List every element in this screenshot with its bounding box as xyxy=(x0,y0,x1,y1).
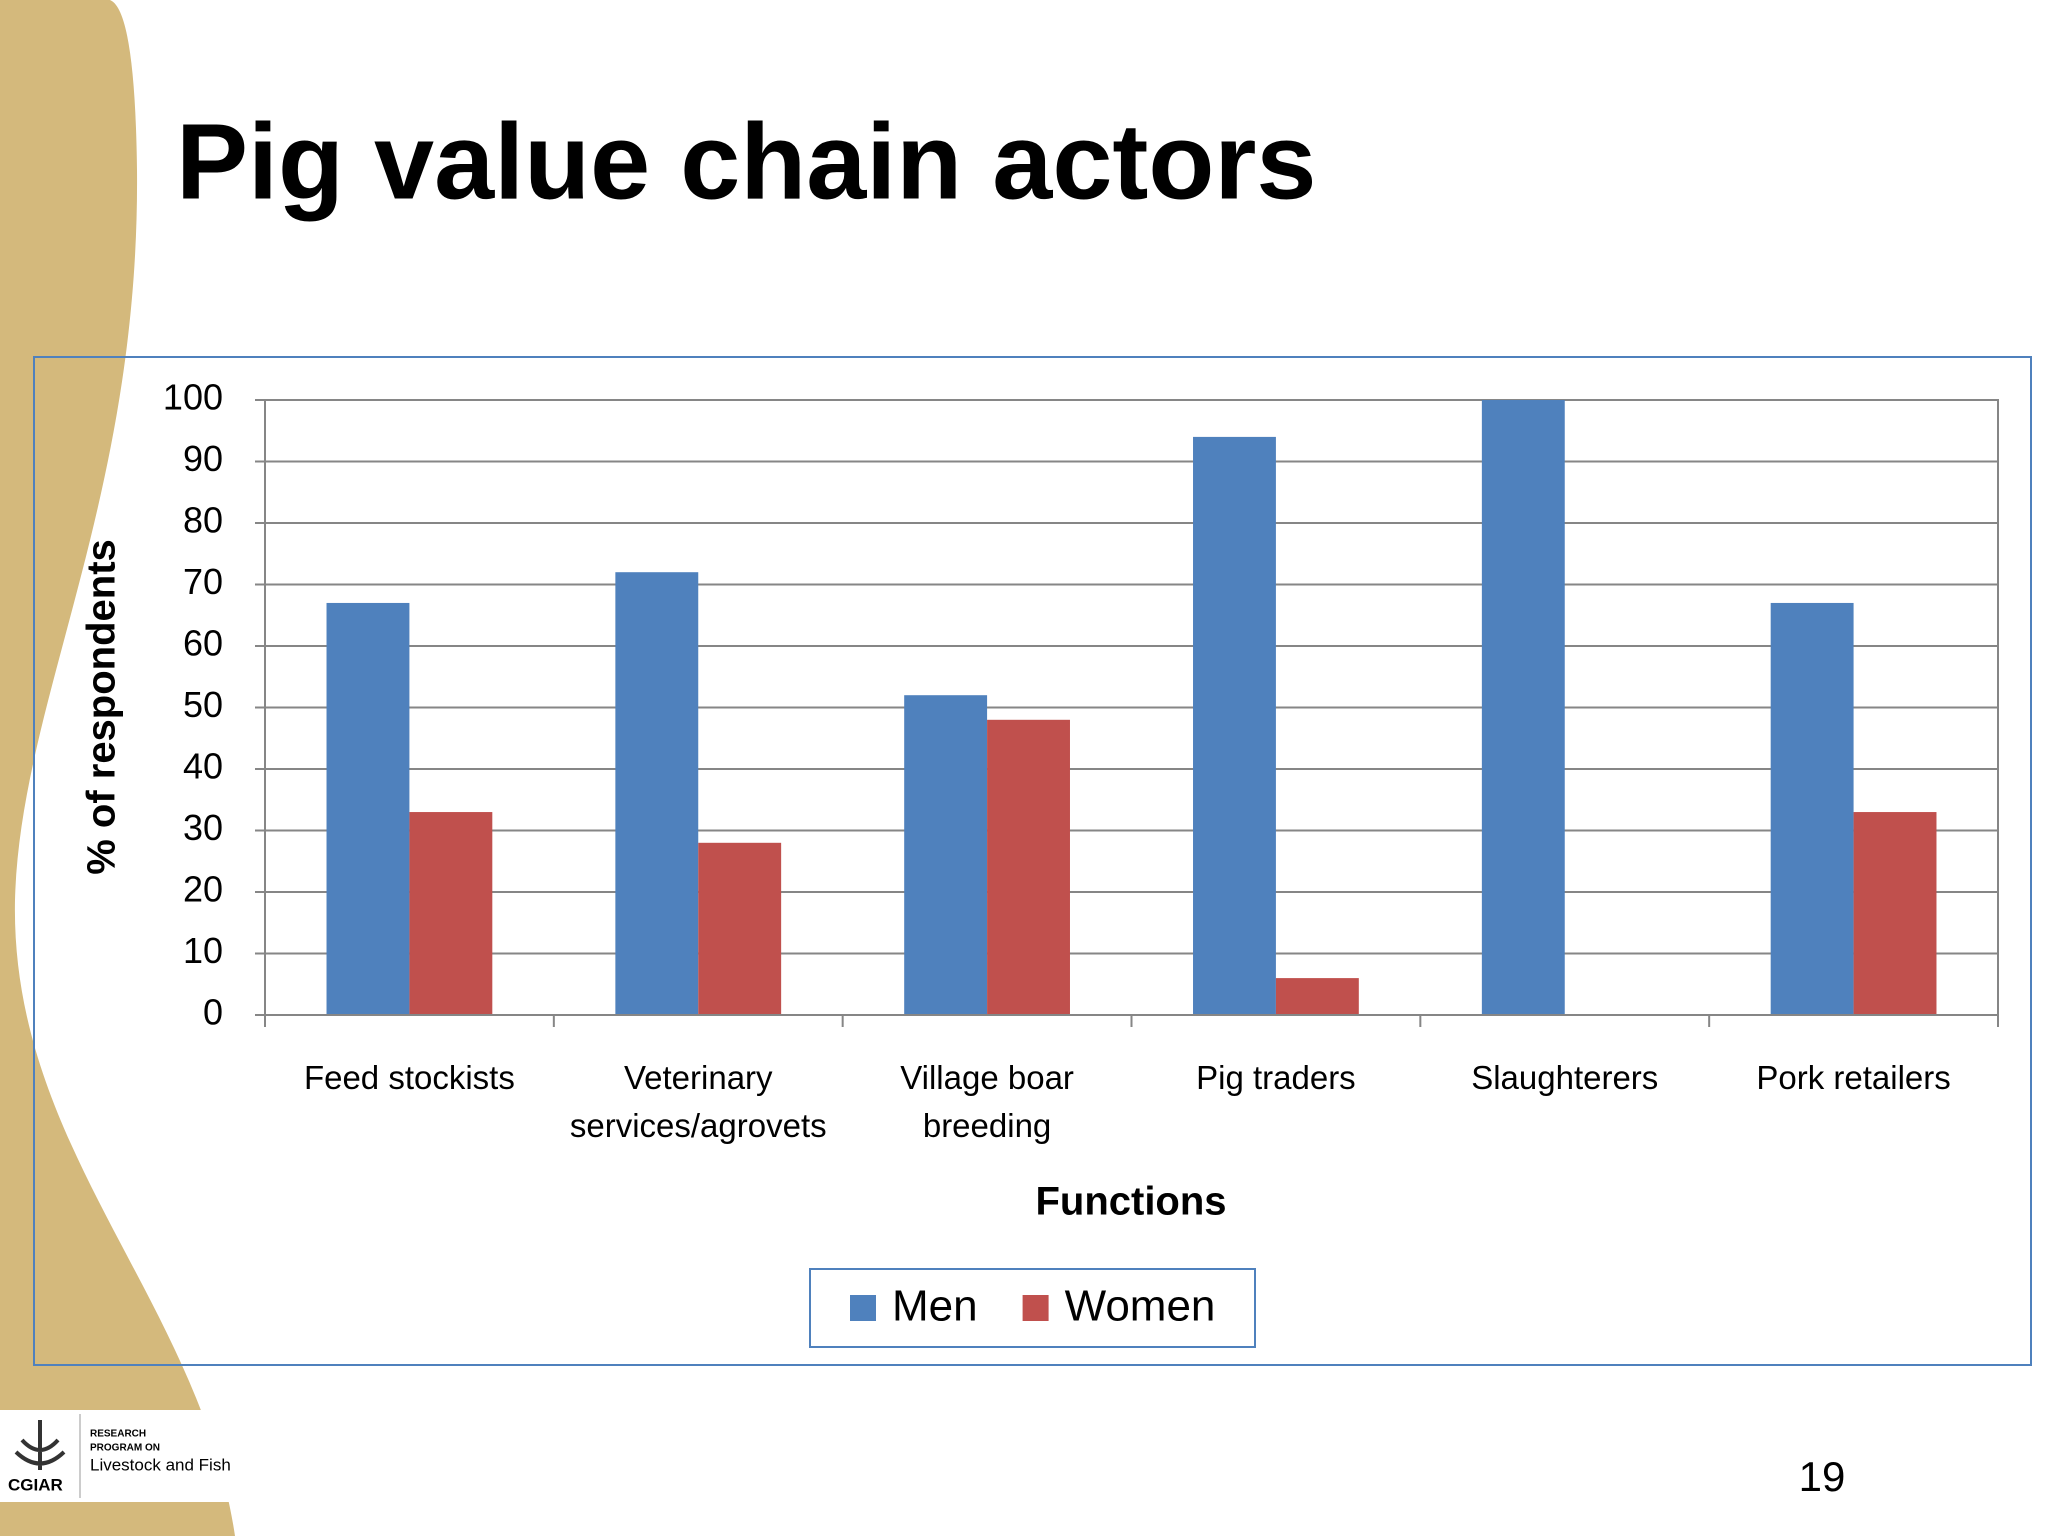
y-tick-label: 10 xyxy=(183,930,223,971)
y-tick-label: 0 xyxy=(203,992,223,1033)
logo-icon xyxy=(14,1420,66,1470)
legend xyxy=(809,1268,1256,1348)
bar xyxy=(987,719,1070,1015)
y-tick-label: 20 xyxy=(183,869,223,910)
x-tick-label: Village boar breeding xyxy=(900,1059,1074,1144)
x-axis-title: Functions xyxy=(1035,1180,1226,1224)
slide-title: Pig value chain actors xyxy=(176,101,1316,222)
y-axis-title: % of respondents xyxy=(80,539,124,875)
bar xyxy=(615,572,699,1015)
x-tick-label: Feed stockists xyxy=(303,1059,515,1096)
bar xyxy=(409,812,493,1015)
bar xyxy=(1853,812,1937,1015)
decoration xyxy=(0,0,235,1536)
bar xyxy=(1770,602,1854,1015)
logo-text: RESEARCH xyxy=(90,1429,146,1440)
x-tick-label: Veterinary services/agrovets xyxy=(569,1059,827,1144)
bar xyxy=(698,842,782,1015)
bar xyxy=(1275,978,1359,1015)
legend-label: Men xyxy=(892,1282,978,1331)
page-number: 19 xyxy=(1799,1453,1846,1500)
logo-org: CGIAR xyxy=(8,1475,63,1494)
y-tick-label: 30 xyxy=(183,807,223,848)
legend-swatch xyxy=(850,1295,876,1321)
legend-label: Women xyxy=(1065,1282,1216,1331)
y-tick-label: 80 xyxy=(183,500,223,541)
x-tick-label: Slaughterers xyxy=(1471,1059,1659,1096)
y-tick-label: 60 xyxy=(183,623,223,664)
x-tick-label: Pig traders xyxy=(1196,1059,1356,1096)
logo-text: Livestock and Fish xyxy=(90,1455,231,1474)
y-tick-label: 70 xyxy=(183,561,223,602)
chart-frame xyxy=(33,356,2032,1366)
y-tick-label: 100 xyxy=(163,377,223,418)
bar xyxy=(1193,436,1276,1015)
y-tick-label: 90 xyxy=(183,438,223,479)
y-tick-label: 40 xyxy=(183,746,223,787)
bar xyxy=(326,602,410,1015)
legend-swatch xyxy=(1022,1295,1049,1321)
x-tick-label: Pork retailers xyxy=(1756,1059,1951,1096)
bar xyxy=(904,695,988,1015)
y-tick-label: 50 xyxy=(183,684,223,725)
logo-text: PROGRAM ON xyxy=(90,1443,160,1454)
bar xyxy=(1481,400,1565,1015)
